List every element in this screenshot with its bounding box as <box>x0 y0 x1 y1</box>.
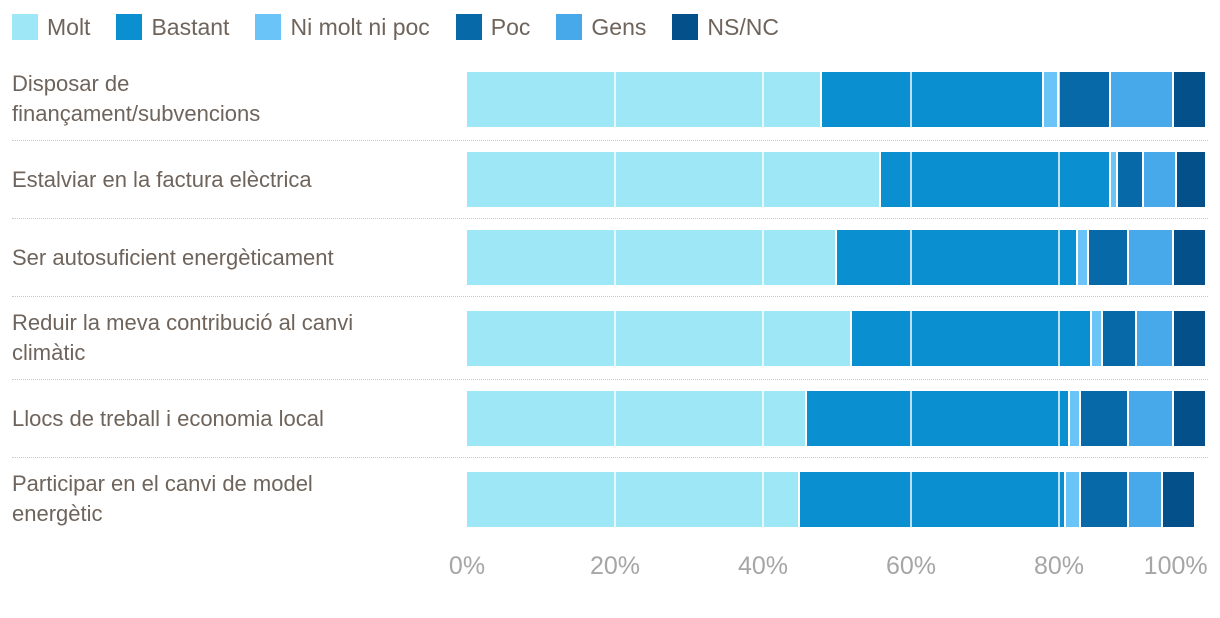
bar-segment-molt[interactable] <box>467 71 823 127</box>
bar-segment-bastant[interactable] <box>800 471 1067 527</box>
legend-item-label: Molt <box>47 14 91 40</box>
bar-segment-bastant[interactable] <box>851 310 1093 366</box>
bar-segment-ni-molt-ni-poc[interactable] <box>1044 71 1059 127</box>
bar-segment-poc[interactable] <box>1103 310 1137 366</box>
legend-swatch-icon <box>556 14 583 40</box>
bar-segment-bastant[interactable] <box>822 71 1045 127</box>
bar-segment-gens[interactable] <box>1129 391 1174 446</box>
bar-segment-ni-molt-ni-poc[interactable] <box>1092 310 1104 366</box>
bar-segment-molt[interactable] <box>467 391 808 446</box>
bar-segment-gens[interactable] <box>1129 471 1163 527</box>
bar-segment-poc[interactable] <box>1081 471 1130 527</box>
bar-track <box>467 152 1207 207</box>
legend-item-poc: Poc <box>455 14 531 40</box>
bar-segment-molt[interactable] <box>467 471 800 527</box>
chart-row-llocs-de-treball-i-economia-local: Llocs de treball i economia local <box>12 380 1208 458</box>
legend-item-label: Bastant <box>151 14 230 40</box>
category-label: Ser autosuficient energèticament <box>12 244 334 270</box>
bar-track <box>467 471 1207 527</box>
bar-segment-gens[interactable] <box>1144 152 1178 207</box>
legend-swatch-icon <box>12 14 38 40</box>
legend-swatch-icon <box>455 14 482 40</box>
chart-rows: Disposar de finançament/subvencions Estal… <box>12 58 1208 540</box>
legend-item-label: Gens <box>591 14 647 40</box>
chart-legend: Molt Bastant Ni molt ni poc Poc Gens NS/NC <box>12 14 1208 40</box>
bar-segment-poc[interactable] <box>1081 391 1130 446</box>
bar-segment-ni-molt-ni-poc[interactable] <box>1070 391 1082 446</box>
axis-tick-80: 80% <box>1033 552 1085 580</box>
bar-segment-gens[interactable] <box>1110 71 1174 127</box>
chart-row-participar-en-el-canvi-de-model: Participar en el canvi de model energèti… <box>12 458 1208 540</box>
bar-segment-gens[interactable] <box>1136 310 1174 366</box>
bar-segment-poc[interactable] <box>1088 230 1130 285</box>
category-label: Estalviar en la factura elèctrica <box>12 166 312 192</box>
bar-segment-bastant[interactable] <box>837 230 1078 285</box>
bar-segment-molt[interactable] <box>467 230 837 285</box>
bar-segment-poc[interactable] <box>1058 71 1111 127</box>
category-label: Participar en el canvi de model energèti… <box>12 471 313 526</box>
bar-segment-ns-nc[interactable] <box>1173 71 1207 127</box>
bar-track <box>467 310 1207 366</box>
legend-item-ns-nc: NS/NC <box>672 14 779 40</box>
axis-tick-100: 100% <box>1143 552 1208 580</box>
bar-segment-ns-nc[interactable] <box>1173 310 1207 366</box>
chart-row-reduir-la-meva-contribuci-al-canvi: Reduir la meva contribució al canvi clim… <box>12 297 1208 380</box>
bar-segment-gens[interactable] <box>1129 230 1174 285</box>
legend-swatch-icon <box>116 14 143 40</box>
axis-spacer <box>12 546 467 588</box>
category-label: Disposar de finançament/subvencions <box>12 71 261 126</box>
chart-row-disposar-de: Disposar de finançament/subvencions <box>12 58 1208 141</box>
bar-segment-ns-nc[interactable] <box>1162 471 1196 527</box>
axis-tick-0: 0% <box>448 552 486 580</box>
bar-track <box>467 71 1207 127</box>
x-axis-ticks: 0% 20% 40% 60% 80% 100% <box>449 546 1208 588</box>
category-label: Reduir la meva contribució al canvi clim… <box>12 310 354 365</box>
bar-segment-ni-molt-ni-poc[interactable] <box>1110 152 1119 207</box>
bar-segment-ns-nc[interactable] <box>1177 152 1207 207</box>
legend-item-bastant: Bastant <box>116 14 229 40</box>
legend-item-label: Ni molt ni poc <box>290 14 430 40</box>
bar-segment-molt[interactable] <box>467 152 882 207</box>
bar-track <box>467 230 1207 285</box>
legend-item-label: NS/NC <box>707 14 779 40</box>
bar-segment-bastant[interactable] <box>807 391 1071 446</box>
axis-tick-60: 60% <box>885 552 937 580</box>
bar-segment-ni-molt-ni-poc[interactable] <box>1077 230 1089 285</box>
x-axis: 0% 20% 40% 60% 80% 100% <box>12 546 1208 588</box>
bar-segment-bastant[interactable] <box>881 152 1111 207</box>
legend-item-molt: Molt <box>12 14 90 40</box>
legend-swatch-icon <box>672 14 699 40</box>
bar-segment-ni-molt-ni-poc[interactable] <box>1066 471 1082 527</box>
bar-segment-ns-nc[interactable] <box>1173 391 1207 446</box>
legend-item-gens: Gens <box>556 14 646 40</box>
legend-swatch-icon <box>255 14 282 40</box>
chart-row-estalviar-en-la-factura-el-ctrica: Estalviar en la factura elèctrica <box>12 141 1208 219</box>
axis-tick-20: 20% <box>589 552 641 580</box>
bar-track <box>467 391 1207 446</box>
bar-segment-poc[interactable] <box>1118 152 1145 207</box>
bar-segment-ns-nc[interactable] <box>1173 230 1207 285</box>
axis-tick-40: 40% <box>737 552 789 580</box>
bar-segment-molt[interactable] <box>467 310 852 366</box>
stacked-bar-chart: Molt Bastant Ni molt ni poc Poc Gens NS/NC Di… <box>12 14 1208 588</box>
chart-row-ser-autosuficient-energ-ticament: Ser autosuficient energèticament <box>12 219 1208 297</box>
legend-item-label: Poc <box>490 14 531 40</box>
legend-item-ni-molt-ni-poc: Ni molt ni poc <box>255 14 430 40</box>
category-label: Llocs de treball i economia local <box>12 405 324 431</box>
